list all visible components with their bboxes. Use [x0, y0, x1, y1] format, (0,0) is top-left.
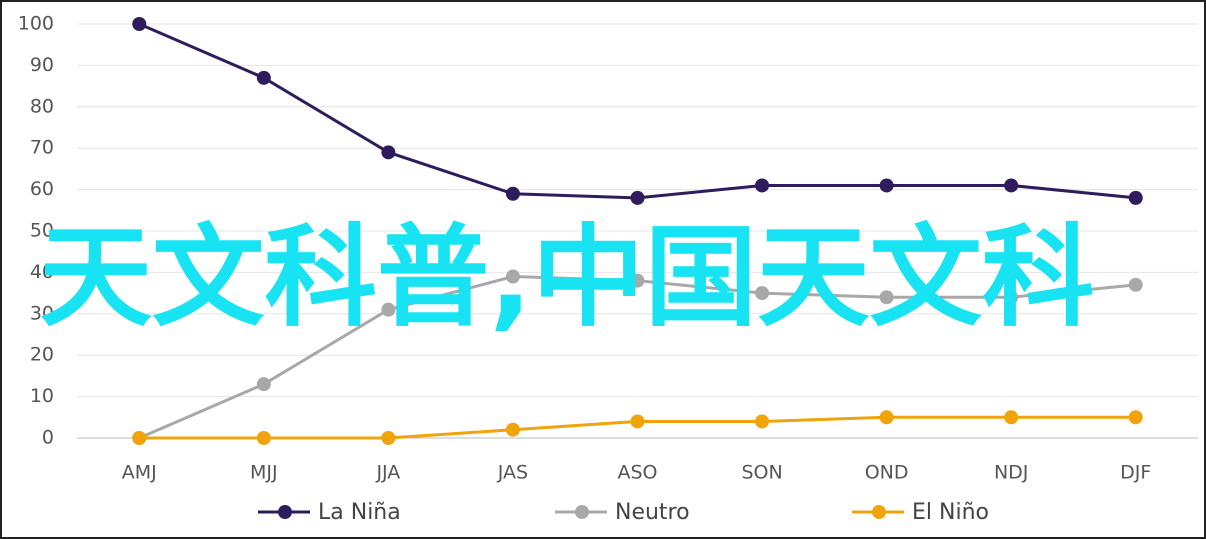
point	[630, 414, 645, 429]
point	[1128, 277, 1143, 292]
point	[879, 290, 894, 305]
point	[630, 273, 645, 288]
point	[1004, 410, 1019, 425]
legend-label: El Niño	[912, 500, 989, 525]
x-tick-label: OND	[865, 462, 909, 484]
point	[1128, 410, 1143, 425]
legend-label: La Niña	[318, 500, 401, 525]
legend-marker	[575, 505, 589, 519]
point	[755, 178, 770, 193]
x-tick-label: DJF	[1120, 462, 1151, 484]
y-tick-label: 0	[42, 427, 54, 449]
point	[755, 414, 770, 429]
annotation: 天文科普,中国天文科	[40, 213, 1095, 341]
point	[381, 145, 396, 160]
legend-marker	[278, 505, 292, 519]
x-tick-label: AMJ	[122, 462, 157, 484]
point	[381, 431, 396, 445]
y-tick-label: 90	[30, 54, 54, 76]
x-tick-label: MJJ	[250, 462, 278, 484]
point	[505, 186, 520, 201]
x-tick-label: NDJ	[994, 462, 1028, 484]
point	[1128, 190, 1143, 205]
point	[256, 431, 271, 445]
point	[1004, 178, 1019, 193]
point	[755, 286, 770, 301]
point	[879, 410, 894, 425]
point	[630, 190, 645, 205]
x-tick-label: ASO	[617, 462, 657, 484]
y-tick-label: 100	[18, 13, 54, 35]
y-tick-label: 70	[30, 137, 54, 159]
y-tick-label: 50	[30, 220, 54, 242]
x-tick-label: SON	[741, 462, 782, 484]
y-tick-label: 80	[30, 95, 54, 117]
point	[505, 422, 520, 437]
y-tick-label: 40	[30, 261, 54, 283]
point	[381, 302, 396, 317]
point	[256, 70, 271, 85]
y-tick-label: 60	[30, 178, 54, 200]
point	[132, 17, 147, 31]
point	[256, 377, 271, 392]
y-tick-label: 30	[30, 302, 54, 324]
point	[505, 269, 520, 284]
point	[132, 431, 147, 445]
legend-label: Neutro	[615, 500, 690, 525]
y-tick-label: 10	[30, 385, 54, 407]
legend-marker	[872, 505, 886, 519]
point	[879, 178, 894, 193]
x-tick-label: JJA	[375, 462, 400, 484]
point	[1004, 290, 1019, 305]
y-tick-label: 20	[30, 344, 54, 366]
x-tick-label: JAS	[497, 462, 528, 484]
